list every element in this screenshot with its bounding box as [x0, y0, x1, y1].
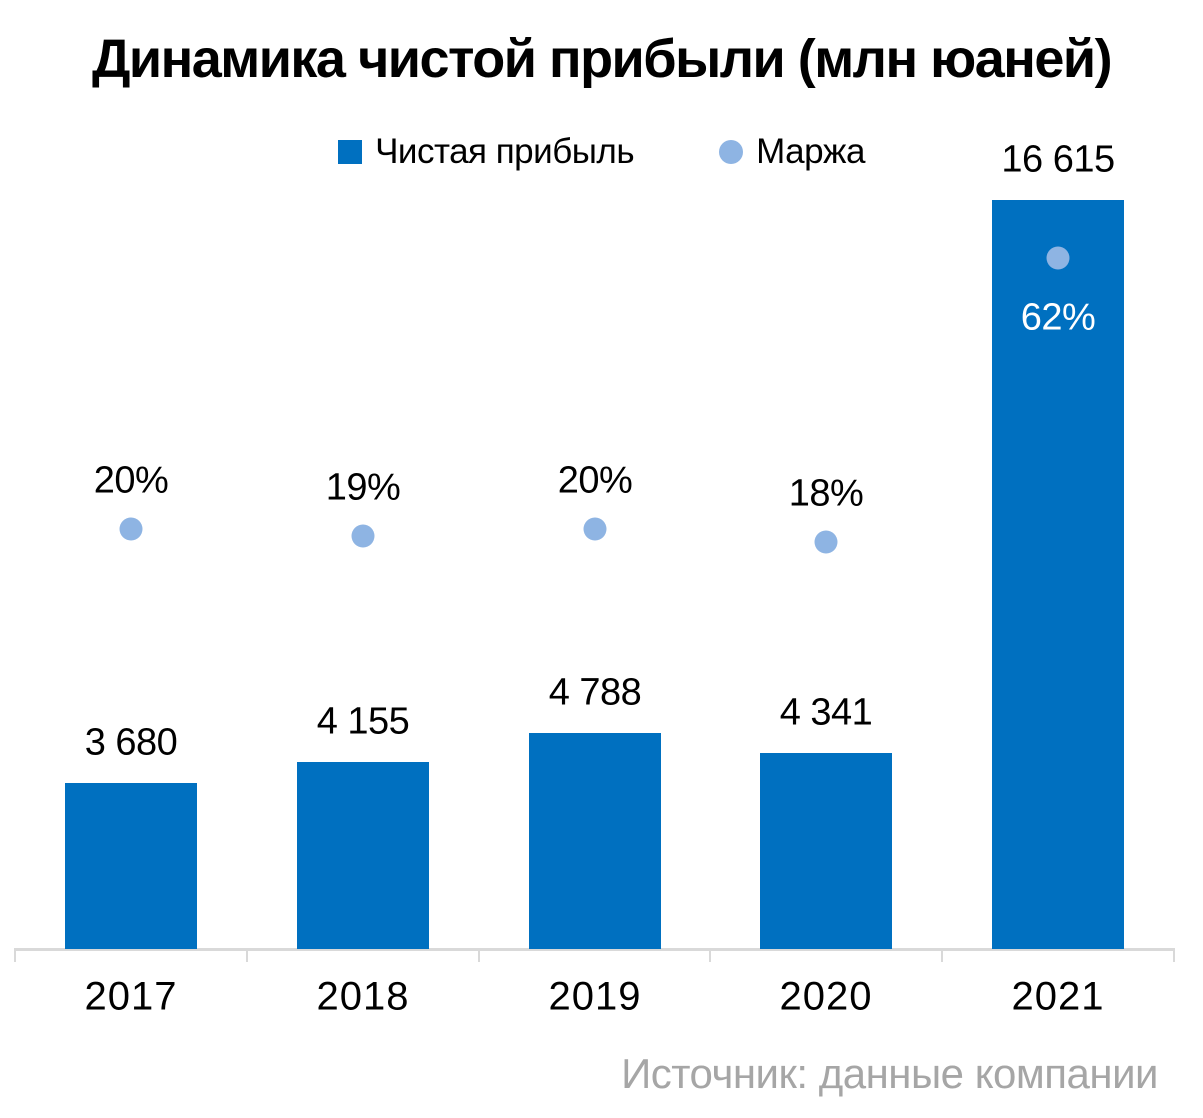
margin-dot	[119, 517, 143, 541]
x-axis-label-2020: 2020	[779, 974, 873, 1019]
bar-2017	[65, 783, 197, 949]
x-axis-tick	[941, 948, 943, 962]
margin-label: 20%	[557, 459, 633, 502]
x-axis-tick	[709, 948, 711, 962]
x-axis-label-2018: 2018	[316, 974, 410, 1019]
bar-2021	[992, 200, 1124, 949]
x-axis-line	[15, 948, 1174, 951]
chart-legend: Чистая прибыль Маржа	[0, 132, 1203, 172]
chart-title: Динамика чистой прибыли (млн юаней)	[91, 29, 1113, 89]
margin-label: 18%	[788, 472, 864, 515]
x-axis-tick	[1173, 948, 1175, 962]
x-axis-label-2017: 2017	[84, 974, 178, 1019]
x-axis-label-2019: 2019	[548, 974, 642, 1019]
bar-2018	[297, 762, 429, 949]
margin-dot	[351, 524, 375, 548]
bar-2019	[529, 733, 661, 949]
margin-label: 20%	[93, 459, 169, 502]
legend-item-net-profit: Чистая прибыль	[338, 132, 635, 172]
legend-net-profit-label: Чистая прибыль	[375, 132, 635, 171]
bar-value-label: 4 155	[316, 700, 410, 743]
bar-value-label: 4 788	[548, 671, 642, 714]
x-axis-label-2021: 2021	[1011, 974, 1105, 1019]
net-profit-square-icon	[338, 140, 363, 164]
margin-label: 62%	[1020, 296, 1096, 339]
bar-value-label: 16 615	[1001, 138, 1115, 181]
x-axis-tick	[14, 948, 16, 962]
x-axis-tick	[478, 948, 480, 962]
legend-item-margin: Маржа	[719, 132, 865, 172]
margin-dot	[814, 530, 838, 554]
bar-2020	[760, 753, 892, 949]
margin-dot	[583, 517, 607, 541]
margin-dot	[1046, 246, 1070, 270]
source-caption: Источник: данные компании	[621, 1050, 1158, 1097]
margin-label: 19%	[325, 466, 401, 509]
legend-margin-label: Маржа	[756, 132, 865, 171]
margin-circle-icon	[719, 140, 744, 164]
x-axis-tick	[246, 948, 248, 962]
bar-value-label: 4 341	[779, 691, 873, 734]
bar-value-label: 3 680	[84, 721, 178, 764]
